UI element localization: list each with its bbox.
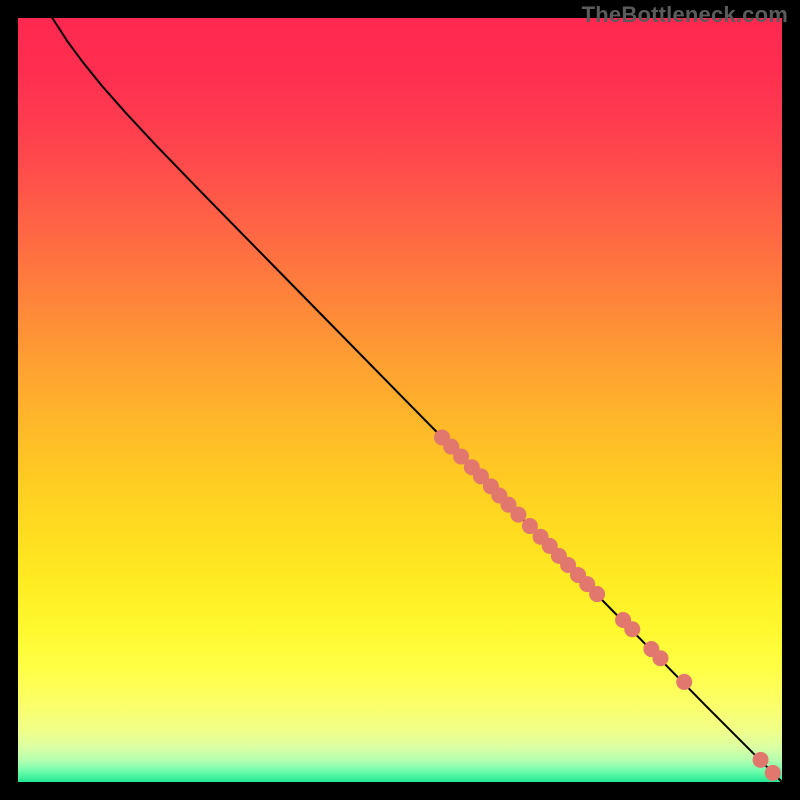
data-point [624,621,640,637]
watermark-text: TheBottleneck.com [582,2,788,28]
chart-stage: TheBottleneck.com [0,0,800,800]
bottleneck-chart-svg [0,0,800,800]
data-point [510,507,526,523]
data-point [753,752,769,768]
data-point [765,765,781,781]
data-point [589,586,605,602]
data-point [653,650,669,666]
data-point [676,674,692,690]
